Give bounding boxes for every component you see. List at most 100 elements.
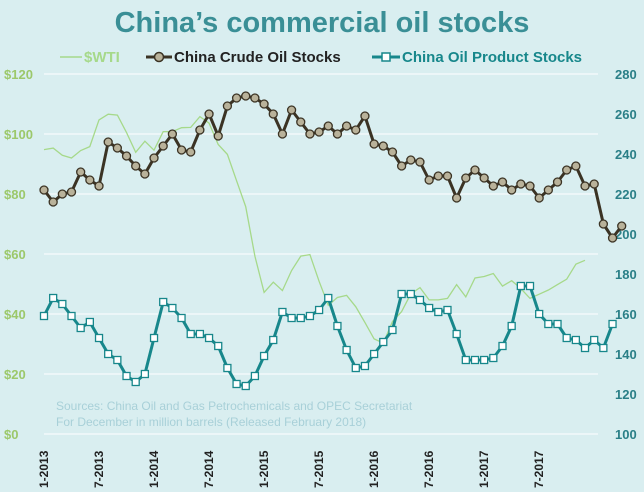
product-point — [113, 355, 122, 365]
product-point — [379, 337, 388, 347]
product-point — [415, 295, 425, 305]
crude-point — [580, 181, 590, 191]
x-tick-label: 7-2016 — [422, 450, 436, 488]
product-point — [424, 303, 434, 313]
right-tick-label: 140 — [615, 347, 637, 362]
x-tick-label: 1-2015 — [257, 450, 271, 488]
crude-point — [323, 121, 333, 131]
series-oil-product-stocks — [39, 281, 617, 391]
right-tick-label: 200 — [615, 227, 637, 242]
crude-point — [488, 181, 498, 191]
right-tick-label: 240 — [615, 147, 637, 162]
right-tick-label: 100 — [615, 427, 637, 442]
crude-point — [360, 111, 370, 121]
crude-point — [231, 93, 242, 103]
product-point — [470, 355, 480, 365]
left-tick-label: $100 — [4, 127, 33, 142]
product-point — [507, 321, 516, 331]
right-tick-label: 160 — [615, 307, 637, 322]
crude-point — [167, 129, 178, 139]
crude-point — [195, 125, 205, 135]
product-point — [168, 303, 177, 313]
product-point — [360, 361, 370, 371]
crude-point — [415, 157, 425, 167]
product-point — [214, 341, 223, 351]
crude-point — [85, 175, 95, 185]
crude-point — [66, 187, 77, 197]
x-tick-label: 7-2015 — [312, 450, 326, 488]
crude-point — [186, 147, 196, 157]
product-point — [287, 313, 296, 323]
product-point — [94, 333, 104, 343]
product-point — [342, 345, 351, 355]
product-point — [204, 333, 214, 343]
source-line-2: For December in million barrels (Release… — [56, 415, 366, 429]
crude-point — [589, 179, 599, 189]
crude-point — [277, 129, 288, 139]
crude-point — [149, 153, 159, 163]
legend: $WTI China Crude Oil Stocks China Oil Pr… — [60, 49, 582, 66]
product-point — [434, 307, 443, 317]
crude-point — [369, 139, 379, 149]
product-point — [544, 319, 553, 329]
product-point — [452, 329, 461, 339]
x-tick-label: 7-2014 — [202, 450, 216, 488]
product-point — [608, 319, 617, 329]
crude-point — [451, 193, 462, 203]
product-point — [525, 281, 535, 291]
crude-point — [351, 125, 361, 135]
crude-point — [332, 129, 343, 139]
wti-line — [43, 113, 586, 344]
crude-point — [341, 121, 352, 131]
x-axis-ticks: 1-2013 7-2013 1-2014 7-2014 1-2015 7-2015 1-20… — [37, 450, 546, 488]
product-point — [140, 369, 150, 379]
product-point — [131, 377, 140, 387]
x-tick-label: 1-2014 — [147, 450, 161, 488]
right-tick-label: 120 — [615, 387, 637, 402]
crude-point — [461, 173, 471, 183]
product-point — [553, 319, 562, 329]
left-tick-label: $40 — [4, 307, 26, 322]
crude-point — [286, 105, 297, 115]
crude-point — [387, 147, 398, 157]
x-tick-label: 1-2016 — [367, 450, 381, 488]
crude-point — [204, 109, 214, 119]
left-tick-label: $20 — [4, 367, 26, 382]
series-wti — [43, 113, 586, 344]
crude-point — [112, 143, 123, 153]
left-tick-label: $0 — [4, 427, 18, 442]
product-point — [562, 333, 571, 343]
crude-point — [94, 181, 104, 191]
product-point — [599, 343, 608, 353]
product-point — [314, 305, 324, 315]
product-point — [49, 293, 58, 303]
crude-point — [76, 167, 86, 177]
crude-point — [516, 179, 526, 189]
product-point — [489, 353, 498, 363]
product-point — [241, 381, 250, 391]
left-axis-ticks: $0 $20 $40 $60 $80 $100 $120 — [4, 67, 33, 442]
left-tick-label: $60 — [4, 247, 26, 262]
crude-point — [406, 155, 416, 165]
x-tick-label: 7-2017 — [532, 450, 546, 488]
crude-point — [525, 181, 535, 191]
crude-line — [42, 94, 623, 240]
legend-product-label: China Oil Product Stocks — [402, 49, 582, 66]
product-point — [39, 311, 49, 321]
product-point — [104, 349, 113, 359]
product-point — [388, 325, 397, 335]
crude-point — [39, 185, 49, 195]
product-point — [85, 317, 94, 327]
crude-point — [48, 197, 58, 207]
product-point — [122, 371, 131, 381]
crude-point — [442, 171, 453, 181]
crude-point — [543, 185, 553, 195]
crude-point — [534, 193, 544, 203]
crude-point — [470, 165, 480, 175]
product-point — [76, 323, 85, 333]
legend-crude-label: China Crude Oil Stocks — [174, 49, 341, 66]
product-point — [177, 313, 186, 323]
product-point — [590, 335, 599, 345]
product-point — [223, 363, 232, 373]
product-point — [535, 309, 544, 319]
